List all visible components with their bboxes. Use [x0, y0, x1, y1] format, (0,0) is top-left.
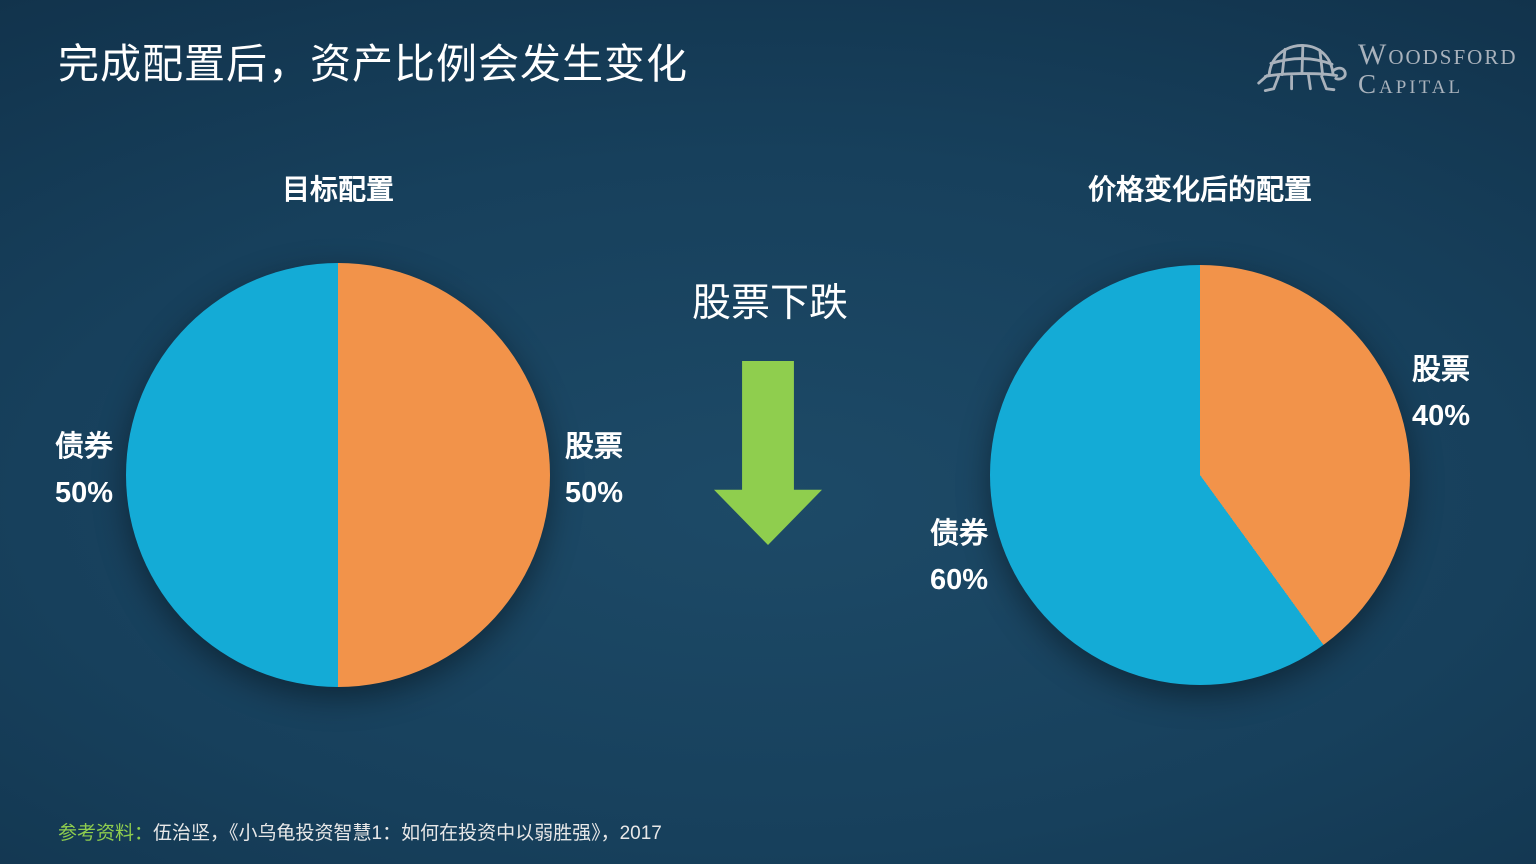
logo-line2: Capital: [1358, 69, 1464, 99]
left-chart-title: 目标配置: [281, 174, 394, 205]
reference-citation: 伍治坚，《小乌龟投资智慧1：如何在投资中以弱胜强》，2017: [153, 823, 662, 844]
slide-title: 完成配置后，资产比例会发生变化: [58, 41, 688, 87]
annotation-stocks-fall: 股票下跌: [691, 282, 848, 325]
logo-line1: Woodsford: [1358, 38, 1518, 71]
company-logo: Woodsford Capital: [1254, 36, 1518, 102]
down-arrow: [714, 361, 822, 545]
right-pie-bonds-label: 债券 60%: [930, 518, 989, 596]
pie-after-price-change: [990, 265, 1410, 685]
logo-wordmark: Woodsford Capital: [1358, 40, 1518, 98]
reference-prefix: 参考资料：: [58, 823, 154, 844]
pie-target-allocation: [126, 263, 550, 687]
right-pie-stocks-label: 股票 40%: [1412, 354, 1471, 432]
right-chart-title: 价格变化后的配置: [1087, 174, 1312, 205]
turtle-icon: [1254, 36, 1348, 102]
left-pie-stocks-label: 股票 50%: [565, 431, 624, 509]
left-pie-bonds-label: 债券 50%: [55, 431, 114, 509]
reference-note: 参考资料：伍治坚，《小乌龟投资智慧1：如何在投资中以弱胜强》，2017: [58, 818, 662, 845]
